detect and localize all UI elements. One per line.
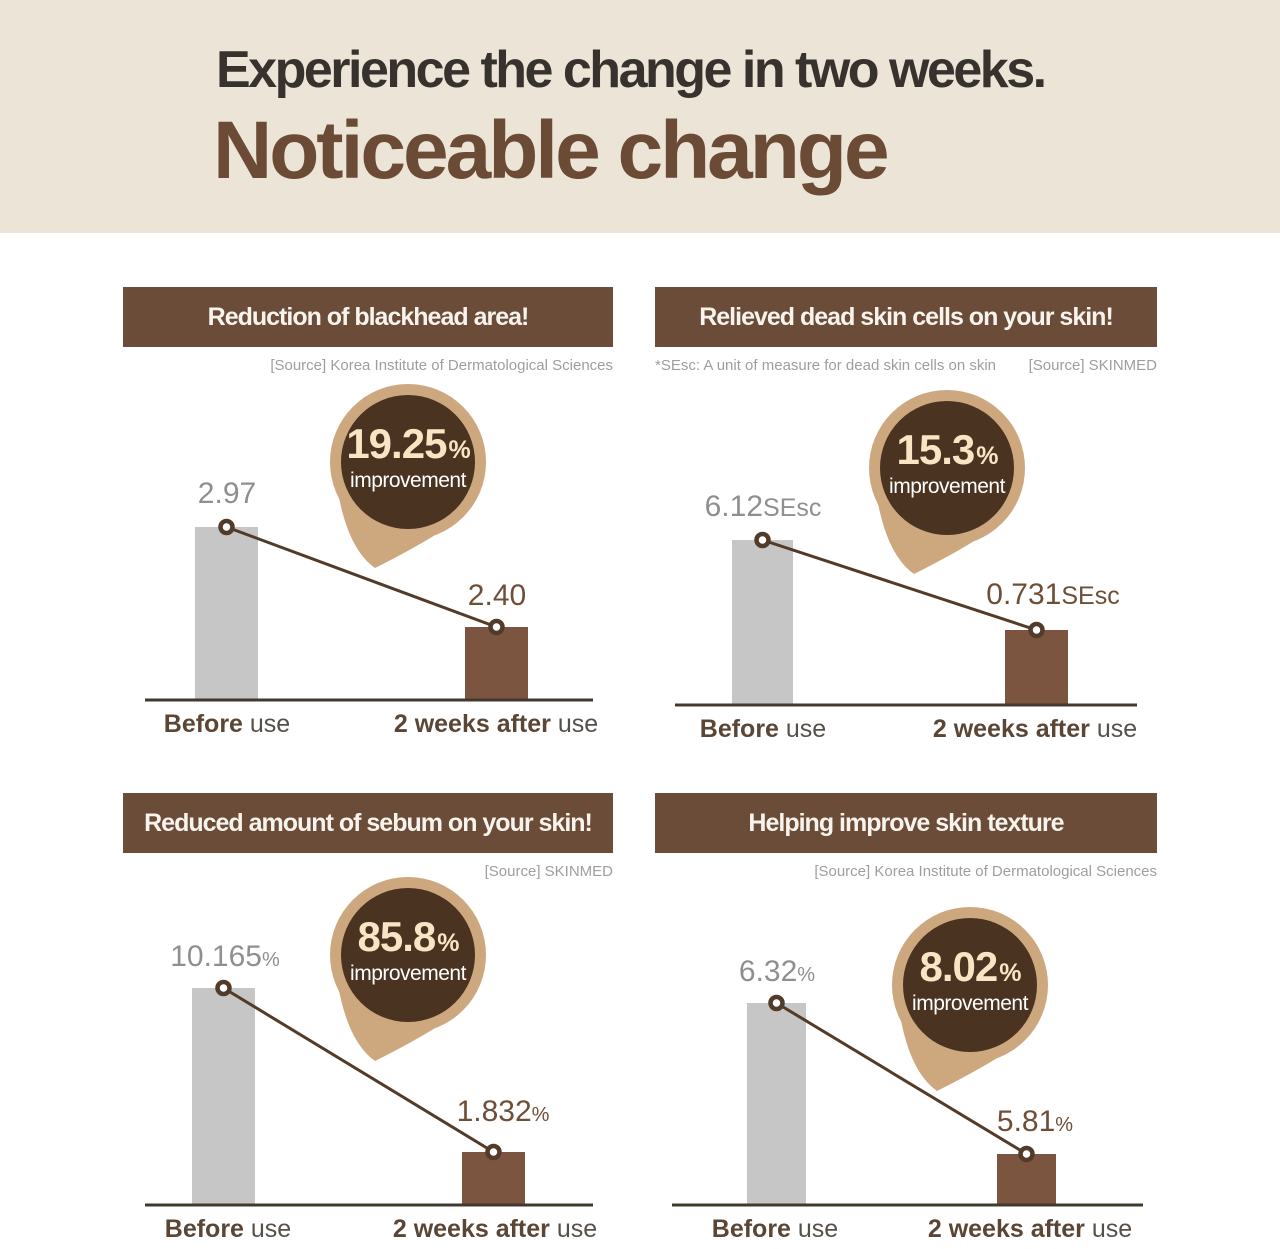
- axis-label-before: Before use: [163, 710, 291, 738]
- bar-after: [1005, 630, 1068, 705]
- percent-sign: %: [437, 929, 459, 957]
- marker-before: [768, 994, 785, 1012]
- value-after: 0.731SEsc: [986, 578, 1120, 611]
- panel-title: Helping improve skin texture: [748, 808, 1064, 837]
- marker-after: [1018, 1145, 1035, 1163]
- source-label: [Source] Korea Institute of Dermatologic…: [814, 863, 1157, 880]
- bar-before: [747, 1003, 806, 1205]
- axis-label-after: 2 weeks after use: [392, 1215, 598, 1243]
- marker-after: [1028, 621, 1045, 639]
- bar-before: [192, 988, 255, 1205]
- unit-suffix: SEsc: [1061, 582, 1120, 610]
- improvement-word: improvement: [350, 469, 466, 492]
- axis-label-after: 2 weeks after use: [927, 1215, 1133, 1243]
- panel-title-bar: Reduced amount of sebum on your skin!: [123, 793, 613, 853]
- unit-suffix: %: [261, 949, 280, 971]
- bubble-circle: [341, 395, 475, 529]
- value-before: 6.12SEsc: [704, 490, 822, 523]
- marker-before: [218, 518, 235, 536]
- value-after: 5.81%: [996, 1105, 1074, 1138]
- panel-title-bar: Relieved dead skin cells on your skin!: [655, 287, 1157, 347]
- source-label: [Source] SKINMED: [1028, 357, 1157, 374]
- unit-suffix: %: [531, 1104, 550, 1126]
- percent-sign: %: [448, 436, 470, 464]
- source-label: [Source] SKINMED: [484, 863, 613, 880]
- chart-panel-texture: Helping improve skin texture [Source] Ko…: [655, 793, 1157, 1249]
- unit-suffix: %: [797, 964, 816, 986]
- percent-sign: %: [976, 442, 998, 470]
- bar-after: [465, 627, 528, 700]
- value-after: 1.832%: [456, 1095, 550, 1128]
- value-before: 10.165%: [170, 940, 280, 973]
- chart-panel-sebum: Reduced amount of sebum on your skin! [S…: [123, 793, 613, 1249]
- bar-before: [732, 540, 793, 705]
- panel-title: Reduction of blackhead area!: [207, 302, 530, 331]
- bar-chart: [145, 877, 593, 1207]
- bar-after: [997, 1154, 1056, 1205]
- improvement-bubble: 85.8% improvement: [323, 916, 493, 986]
- marker-after: [485, 1143, 502, 1161]
- chart-panel-dead-skin: Relieved dead skin cells on your skin! *…: [655, 287, 1157, 745]
- panel-title-bar: Helping improve skin texture: [655, 793, 1157, 853]
- unit-note: *SEsc: A unit of measure for dead skin c…: [655, 357, 997, 374]
- marker-after: [488, 618, 505, 636]
- improvement-value: 15.3%: [896, 426, 999, 473]
- improvement-word: improvement: [912, 992, 1028, 1015]
- panel-title: Reduced amount of sebum on your skin!: [144, 808, 593, 837]
- panel-title: Relieved dead skin cells on your skin!: [699, 302, 1114, 331]
- marker-before: [754, 531, 771, 549]
- source-label: [Source] Korea Institute of Dermatologic…: [270, 357, 613, 374]
- bar-chart: [145, 384, 593, 702]
- bar-chart: [672, 907, 1143, 1207]
- trend-line: [775, 1001, 1028, 1156]
- header-tagline: Experience the change in two weeks.: [216, 41, 1047, 99]
- chart-panel-blackhead: Reduction of blackhead area! [Source] Ko…: [123, 287, 613, 745]
- trend-line: [762, 538, 1037, 632]
- improvement-word: improvement: [889, 475, 1005, 498]
- axis-label-before: Before use: [164, 1215, 292, 1243]
- bubble-circle: [880, 401, 1014, 535]
- axis-label-after: 2 weeks after use: [932, 715, 1138, 743]
- trend-line: [222, 986, 495, 1154]
- improvement-value: 85.8%: [357, 913, 460, 960]
- value-after: 2.40: [467, 579, 527, 612]
- panel-title-bar: Reduction of blackhead area!: [123, 287, 613, 347]
- value-before: 2.97: [197, 477, 257, 510]
- axis-label-after: 2 weeks after use: [393, 710, 599, 738]
- improvement-value: 19.25%: [346, 420, 470, 467]
- improvement-value: 8.02%: [919, 943, 1022, 990]
- header-band: Experience the change in two weeks. Noti…: [0, 0, 1280, 233]
- page-title: Noticeable change: [213, 105, 890, 196]
- bubble-circle: [903, 918, 1037, 1052]
- bar-chart: [675, 390, 1137, 707]
- improvement-bubble: 19.25% improvement: [323, 423, 493, 493]
- improvement-bubble: 8.02% improvement: [885, 946, 1055, 1016]
- percent-sign: %: [999, 959, 1021, 987]
- unit-suffix: %: [1055, 1114, 1074, 1136]
- trend-line: [225, 525, 498, 629]
- bar-before: [195, 527, 258, 700]
- value-before: 6.32%: [738, 955, 816, 988]
- axis-label-before: Before use: [699, 715, 827, 743]
- improvement-bubble: 15.3% improvement: [862, 429, 1032, 499]
- bar-after: [462, 1152, 525, 1205]
- unit-suffix: SEsc: [763, 494, 822, 522]
- marker-before: [215, 979, 232, 997]
- axis-label-before: Before use: [711, 1215, 839, 1243]
- improvement-word: improvement: [350, 962, 466, 985]
- bubble-circle: [341, 888, 475, 1022]
